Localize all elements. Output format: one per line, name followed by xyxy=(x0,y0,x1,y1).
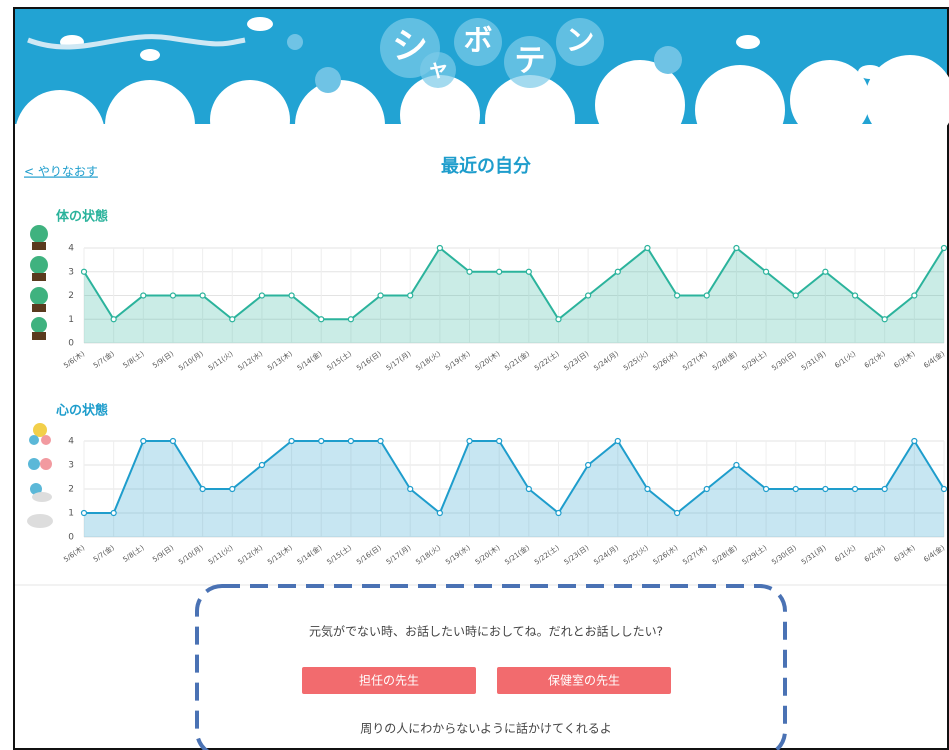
point xyxy=(793,487,798,492)
contact-prompt: 元気がでない時、お話したい時におしてね。だれとお話ししたい? xyxy=(309,624,663,639)
point xyxy=(230,487,235,492)
point xyxy=(586,463,591,468)
point xyxy=(764,269,769,274)
title-char: ボ xyxy=(464,23,493,57)
point xyxy=(615,269,620,274)
point xyxy=(230,317,235,322)
point xyxy=(526,269,531,274)
y-tick-label: 2 xyxy=(68,485,74,495)
point xyxy=(734,246,739,251)
point xyxy=(408,487,413,492)
point xyxy=(82,511,87,516)
point xyxy=(912,439,917,444)
point xyxy=(526,487,531,492)
point xyxy=(675,511,680,516)
point xyxy=(853,487,858,492)
point xyxy=(319,439,324,444)
point xyxy=(942,487,947,492)
page: シャボテン < やりなおす 最近の自分 元気がでない時、お話したい時におしてね。… xyxy=(0,0,949,750)
point xyxy=(793,293,798,298)
point xyxy=(289,439,294,444)
contact-button-label: 担任の先生 xyxy=(359,674,419,688)
point xyxy=(556,511,561,516)
point xyxy=(200,487,205,492)
point xyxy=(437,511,442,516)
point xyxy=(467,439,472,444)
y-tick-label: 3 xyxy=(68,461,74,471)
y-tick-label: 3 xyxy=(68,267,74,277)
chart-title: 体の状態 xyxy=(56,209,108,225)
title-char: ン xyxy=(566,23,595,57)
point xyxy=(141,439,146,444)
point xyxy=(348,439,353,444)
point xyxy=(82,269,87,274)
point xyxy=(259,293,264,298)
point xyxy=(378,439,383,444)
contact-button-label: 保健室の先生 xyxy=(548,673,620,688)
point xyxy=(378,293,383,298)
point xyxy=(853,293,858,298)
point xyxy=(289,293,294,298)
point xyxy=(586,293,591,298)
y-tick-label: 4 xyxy=(68,244,74,254)
point xyxy=(408,293,413,298)
point xyxy=(912,293,917,298)
point xyxy=(675,293,680,298)
point xyxy=(704,293,709,298)
y-tick-label: 2 xyxy=(68,291,74,301)
point xyxy=(467,269,472,274)
point xyxy=(704,487,709,492)
y-tick-label: 0 xyxy=(68,339,74,349)
point xyxy=(556,317,561,322)
point xyxy=(259,463,264,468)
point xyxy=(111,511,116,516)
point xyxy=(497,439,502,444)
point xyxy=(348,317,353,322)
point xyxy=(734,463,739,468)
point xyxy=(111,317,116,322)
point xyxy=(141,293,146,298)
point xyxy=(645,487,650,492)
point xyxy=(615,439,620,444)
point xyxy=(170,293,175,298)
point xyxy=(882,317,887,322)
page-title: 最近の自分 xyxy=(441,155,531,177)
point xyxy=(942,246,947,251)
point xyxy=(437,246,442,251)
y-tick-label: 1 xyxy=(68,315,74,325)
chart-title: 心の状態 xyxy=(56,403,108,419)
point xyxy=(170,439,175,444)
y-tick-label: 4 xyxy=(68,437,74,447)
y-tick-label: 0 xyxy=(68,533,74,543)
y-tick-label: 1 xyxy=(68,509,74,519)
point xyxy=(764,487,769,492)
point xyxy=(497,269,502,274)
back-link[interactable]: < やりなおす xyxy=(24,165,98,179)
point xyxy=(823,487,828,492)
point xyxy=(200,293,205,298)
title-char: テ xyxy=(514,43,545,79)
point xyxy=(882,487,887,492)
point xyxy=(645,246,650,251)
point xyxy=(823,269,828,274)
point xyxy=(319,317,324,322)
contact-note: 周りの人にわからないように話かけてくれるよ xyxy=(360,721,611,736)
title-char: ャ xyxy=(427,57,449,82)
